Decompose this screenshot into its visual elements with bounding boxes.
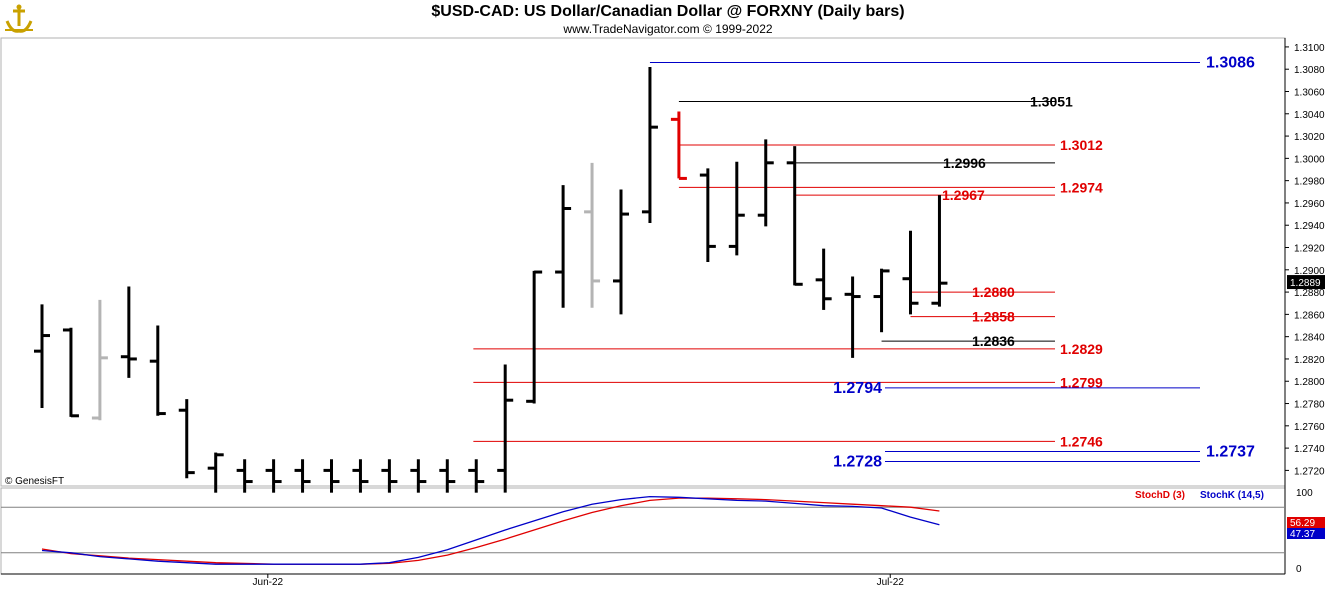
ohlc-bar	[931, 195, 948, 307]
stochd-last-box	[1287, 517, 1325, 528]
ohlc-bar	[91, 299, 108, 421]
level-label: 1.3086	[1206, 55, 1255, 72]
ohlc-bar	[323, 459, 340, 493]
y-tick-label: 1.2880	[1294, 288, 1325, 299]
stoch-tick-label: 0	[1296, 564, 1302, 575]
x-tick-label: Jun-22	[253, 577, 284, 588]
level-lines: 1.3086 1.3051 1.3012 1.2996 1.2974 1.2967 1.28…	[473, 55, 1255, 470]
ohlc-bar	[62, 327, 79, 418]
level-label: 1.3051	[1030, 94, 1073, 110]
level-label: 1.2967	[942, 187, 985, 203]
ohlc-bar	[497, 364, 514, 493]
stochd-last-label: 56.29	[1290, 518, 1315, 529]
level-label: 1.2799	[1060, 374, 1103, 390]
ohlc-bar	[294, 459, 311, 493]
price-bars	[34, 66, 948, 493]
last-price-box	[1287, 275, 1325, 290]
last-price-label: 1.2889	[1290, 278, 1321, 289]
ohlc-bar	[526, 270, 543, 404]
level-label: 1.2880	[972, 284, 1015, 300]
level-label: 1.2836	[972, 333, 1015, 349]
chart-subtitle: www.TradeNavigator.com © 1999-2022	[563, 22, 773, 36]
ohlc-bar	[728, 161, 745, 256]
level-label: 1.2974	[1060, 179, 1103, 195]
level-label: 1.2746	[1060, 433, 1103, 449]
stoch-tick-label: 100	[1296, 488, 1313, 499]
ohlc-bar	[641, 66, 658, 223]
ohlc-bar	[699, 168, 716, 262]
price-panel-frame	[0, 37, 1286, 487]
y-tick-label: 1.2960	[1294, 199, 1325, 210]
y-tick-label: 1.3100	[1294, 43, 1325, 54]
level-label: 1.2728	[833, 453, 882, 470]
ohlc-bar	[670, 111, 687, 180]
y-tick-label: 1.2780	[1294, 400, 1325, 411]
anchor-logo-icon	[5, 4, 33, 33]
level-label: 1.3012	[1060, 137, 1103, 153]
y-tick-label: 1.2820	[1294, 355, 1325, 366]
legend-stochd: StochD (3)	[1135, 490, 1185, 501]
y-tick-label: 1.3080	[1294, 65, 1325, 76]
level-label: 1.2829	[1060, 341, 1103, 357]
y-tick-label: 1.3040	[1294, 110, 1325, 121]
y-tick-label: 1.2800	[1294, 377, 1325, 388]
y-tick-label: 1.3020	[1294, 132, 1325, 143]
ohlc-bar	[902, 230, 919, 315]
ohlc-bar	[757, 139, 774, 227]
stoch-series-line	[41, 497, 940, 565]
ohlc-bar	[786, 146, 803, 286]
y-tick-label: 1.2740	[1294, 444, 1325, 455]
chart-title: $USD-CAD: US Dollar/Canadian Dollar @ FO…	[431, 3, 905, 20]
y-tick-label: 1.2840	[1294, 333, 1325, 344]
legend-stochk: StochK (14,5)	[1200, 490, 1264, 501]
y-tick-label: 1.3060	[1294, 87, 1325, 98]
ohlc-bar	[352, 459, 369, 493]
y-tick-label: 1.2980	[1294, 177, 1325, 188]
stochk-last-label: 47.37	[1290, 529, 1315, 540]
level-label: 1.2737	[1206, 443, 1255, 460]
ohlc-bar	[120, 286, 137, 378]
ohlc-bar	[236, 459, 253, 493]
level-label: 1.2858	[972, 309, 1015, 325]
ohlc-bar	[873, 268, 890, 333]
y-tick-label: 1.2920	[1294, 244, 1325, 255]
level-label: 1.2794	[833, 380, 882, 397]
level-label: 1.2996	[943, 155, 986, 171]
y-tick-label: 1.2900	[1294, 266, 1325, 277]
y-tick-label: 1.2720	[1294, 466, 1325, 477]
ohlc-bar	[844, 276, 861, 358]
ohlc-bar	[178, 399, 195, 479]
ohlc-bar	[439, 459, 456, 493]
y-tick-label: 1.2860	[1294, 310, 1325, 321]
ohlc-bar	[34, 304, 50, 408]
ohlc-bar	[381, 459, 398, 493]
ohlc-bar	[207, 452, 224, 493]
time-axis: Jun-22 Jul-22	[253, 574, 905, 588]
y-tick-label: 1.3000	[1294, 154, 1325, 165]
ohlc-bar	[468, 459, 485, 493]
ohlc-bar	[815, 248, 832, 310]
ohlc-bar	[613, 189, 629, 315]
ohlc-bar	[265, 459, 282, 493]
ohlc-bar	[584, 162, 601, 308]
copyright-text: © GenesisFT	[5, 476, 64, 487]
ohlc-bar	[410, 459, 427, 493]
price-axis: 1.3100 1.3080 1.3060 1.3040 1.3020 1.3000 1.29…	[1285, 43, 1325, 477]
y-tick-label: 1.2940	[1294, 221, 1325, 232]
ohlc-bar	[149, 325, 166, 416]
stoch-series-line	[41, 495, 940, 565]
ohlc-bar	[555, 185, 572, 308]
x-tick-label: Jul-22	[877, 577, 905, 588]
y-tick-label: 1.2760	[1294, 422, 1325, 433]
chart-header: $USD-CAD: US Dollar/Canadian Dollar @ FO…	[0, 0, 1336, 38]
stochk-last-box	[1287, 528, 1325, 539]
